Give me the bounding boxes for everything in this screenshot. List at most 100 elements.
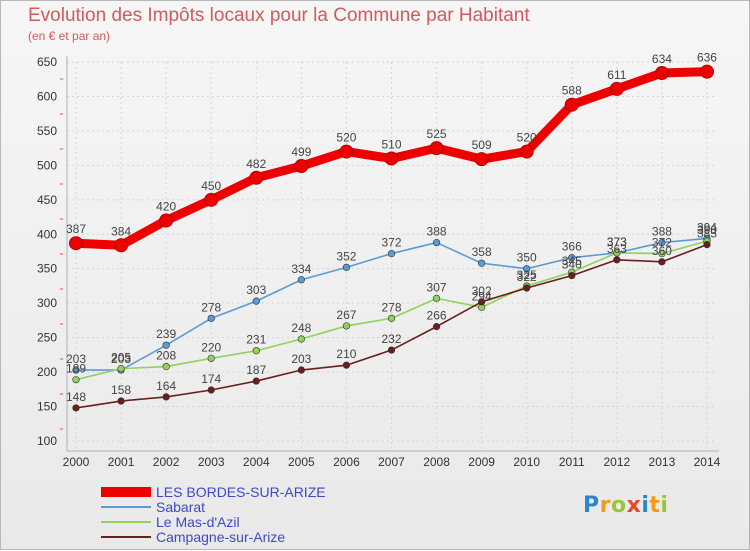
x-tick-label: 2005 bbox=[288, 455, 315, 469]
data-label: 588 bbox=[562, 84, 582, 98]
legend-swatch bbox=[101, 536, 151, 538]
data-point bbox=[658, 238, 666, 247]
data-label: 248 bbox=[291, 321, 311, 335]
data-label: 278 bbox=[201, 300, 221, 314]
legend-swatch bbox=[101, 487, 151, 497]
data-point bbox=[249, 170, 264, 185]
data-label: 231 bbox=[246, 333, 266, 347]
data-label: 148 bbox=[66, 390, 86, 404]
data-label: 611 bbox=[607, 68, 626, 82]
y-tick-label: 100 bbox=[37, 434, 57, 448]
data-label: 634 bbox=[652, 52, 672, 66]
data-label: 358 bbox=[472, 245, 492, 259]
data-point bbox=[117, 397, 125, 405]
data-point bbox=[159, 213, 174, 228]
data-point bbox=[387, 314, 396, 322]
data-point bbox=[252, 347, 260, 355]
data-point bbox=[342, 263, 351, 271]
data-label: 164 bbox=[156, 379, 176, 393]
data-label: 385 bbox=[697, 227, 717, 241]
x-tick-label: 2010 bbox=[513, 455, 540, 469]
data-point bbox=[523, 265, 531, 273]
data-label: 499 bbox=[291, 145, 311, 159]
x-tick-label: 2008 bbox=[423, 455, 450, 469]
data-point bbox=[207, 386, 215, 394]
x-tick-label: 2011 bbox=[559, 455, 585, 469]
data-label: 220 bbox=[201, 340, 221, 354]
data-label: 350 bbox=[517, 251, 537, 265]
data-label: 205 bbox=[111, 351, 131, 365]
data-label: 322 bbox=[517, 270, 537, 284]
legend-label: Sabarat bbox=[156, 499, 206, 515]
data-label: 158 bbox=[111, 383, 131, 397]
data-label: 360 bbox=[652, 244, 672, 258]
data-point bbox=[432, 238, 441, 247]
legend-label: LES BORDES-SUR-ARIZE bbox=[156, 484, 326, 500]
x-tick-label: 2003 bbox=[198, 455, 225, 469]
y-tick-label: 300 bbox=[37, 296, 57, 310]
data-label: 394 bbox=[697, 220, 717, 234]
legend-swatch bbox=[101, 521, 151, 523]
data-point bbox=[384, 151, 399, 166]
x-tick-label: 2007 bbox=[378, 455, 405, 469]
y-tick-label: 250 bbox=[37, 331, 57, 345]
data-point bbox=[564, 97, 579, 112]
data-point bbox=[519, 144, 534, 159]
data-label: 388 bbox=[427, 225, 447, 239]
y-tick-label: 150 bbox=[37, 400, 57, 414]
y-tick-label: 400 bbox=[37, 227, 57, 241]
data-label: 373 bbox=[607, 235, 627, 249]
data-point bbox=[613, 256, 621, 264]
data-point bbox=[204, 192, 219, 207]
data-label: 307 bbox=[427, 280, 447, 294]
data-point bbox=[658, 258, 666, 266]
data-label: 636 bbox=[697, 51, 717, 65]
data-label: 420 bbox=[156, 199, 176, 213]
data-point bbox=[432, 294, 441, 302]
data-point bbox=[162, 362, 170, 371]
data-label: 203 bbox=[291, 352, 311, 366]
data-label: 366 bbox=[562, 240, 582, 254]
data-point bbox=[523, 284, 531, 292]
data-point bbox=[387, 249, 396, 258]
data-label: 482 bbox=[246, 157, 266, 171]
x-tick-label: 2009 bbox=[468, 455, 495, 469]
data-label: 325 bbox=[517, 268, 537, 282]
data-label: 510 bbox=[381, 137, 401, 151]
data-label: 278 bbox=[381, 300, 401, 314]
chart-subtitle: (en € et par an) bbox=[28, 29, 111, 43]
data-point bbox=[297, 276, 305, 284]
y-tick-label: 550 bbox=[37, 124, 57, 138]
data-label: 210 bbox=[336, 347, 356, 361]
data-point bbox=[294, 159, 309, 174]
data-point bbox=[568, 272, 576, 280]
grid: 100 150 200 250 300 350 400 450 500 550 600 650 2000… bbox=[37, 55, 721, 469]
data-point bbox=[342, 322, 351, 330]
data-point bbox=[114, 238, 129, 253]
x-tick-label: 2014 bbox=[694, 455, 721, 469]
y-tick-label: 200 bbox=[37, 365, 57, 379]
x-tick-label: 2006 bbox=[333, 455, 360, 469]
y-tick-label: 450 bbox=[37, 193, 57, 207]
data-point bbox=[72, 404, 80, 412]
data-point bbox=[72, 376, 80, 384]
data-point bbox=[297, 366, 305, 374]
chart-title: Evolution des Impôts locaux pour la Comm… bbox=[28, 5, 530, 26]
data-label: 373 bbox=[607, 235, 627, 249]
y-tick-label: 600 bbox=[37, 89, 57, 103]
data-label: 372 bbox=[652, 236, 672, 250]
data-point bbox=[658, 249, 666, 258]
data-label: 520 bbox=[336, 131, 356, 145]
data-point bbox=[699, 64, 714, 79]
y-tick-label: 650 bbox=[37, 55, 57, 69]
data-point bbox=[117, 365, 125, 373]
data-label: 267 bbox=[336, 308, 356, 322]
data-label: 239 bbox=[156, 327, 176, 341]
data-label: 525 bbox=[427, 127, 447, 141]
data-label: 390 bbox=[697, 223, 717, 237]
data-label: 334 bbox=[291, 262, 311, 276]
data-point bbox=[162, 393, 170, 401]
data-point bbox=[568, 254, 576, 262]
